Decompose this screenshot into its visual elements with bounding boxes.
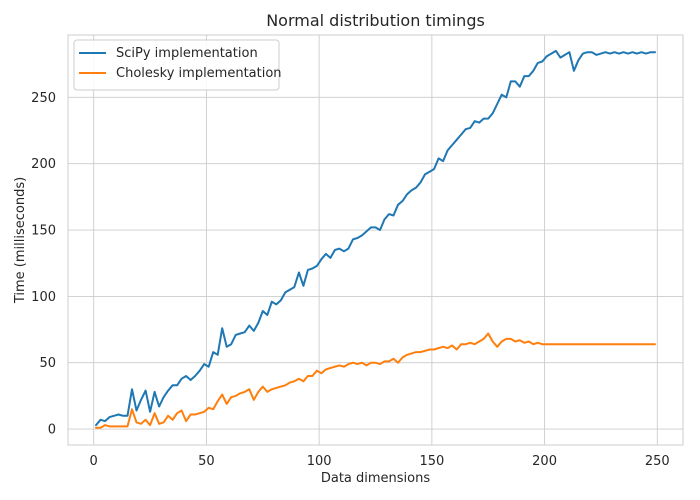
- x-tick-label: 200: [532, 454, 557, 469]
- x-axis-label: Data dimensions: [321, 471, 431, 486]
- x-tick-label: 250: [645, 454, 670, 469]
- series-layer: [95, 49, 656, 429]
- grid: [68, 35, 683, 445]
- x-tick-label: 0: [90, 454, 98, 469]
- x-tick-label: 50: [198, 454, 215, 469]
- chart-title: Normal distribution timings: [266, 11, 485, 30]
- y-axis-label: Time (milliseconds): [13, 177, 28, 304]
- series-line-scipy: [95, 49, 656, 427]
- legend-label-cholesky: Cholesky implementation: [116, 66, 282, 81]
- y-tick-label: 200: [31, 157, 56, 172]
- x-tick-label: 150: [419, 454, 444, 469]
- x-tick-label: 100: [307, 454, 332, 469]
- y-tick-label: 0: [48, 423, 56, 438]
- legend: SciPy implementation Cholesky implementa…: [73, 39, 282, 91]
- y-tick-labels: 0 50 100 150 200 250: [31, 91, 56, 438]
- x-tick-labels: 0 50 100 150 200 250: [90, 454, 670, 469]
- legend-box: [73, 39, 280, 91]
- plot-frame: [67, 34, 684, 446]
- y-tick-label: 100: [31, 290, 56, 305]
- legend-label-scipy: SciPy implementation: [116, 46, 258, 61]
- y-tick-label: 150: [31, 224, 56, 239]
- y-tick-label: 50: [39, 356, 56, 371]
- series-line-cholesky: [95, 332, 656, 429]
- y-tick-label: 250: [31, 91, 56, 106]
